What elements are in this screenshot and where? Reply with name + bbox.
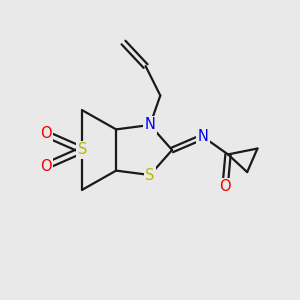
- Text: S: S: [145, 167, 155, 182]
- Text: S: S: [78, 142, 87, 158]
- Text: O: O: [219, 179, 231, 194]
- Text: N: N: [145, 118, 155, 133]
- Text: O: O: [40, 159, 51, 174]
- Text: N: N: [198, 129, 208, 144]
- Text: O: O: [40, 126, 51, 141]
